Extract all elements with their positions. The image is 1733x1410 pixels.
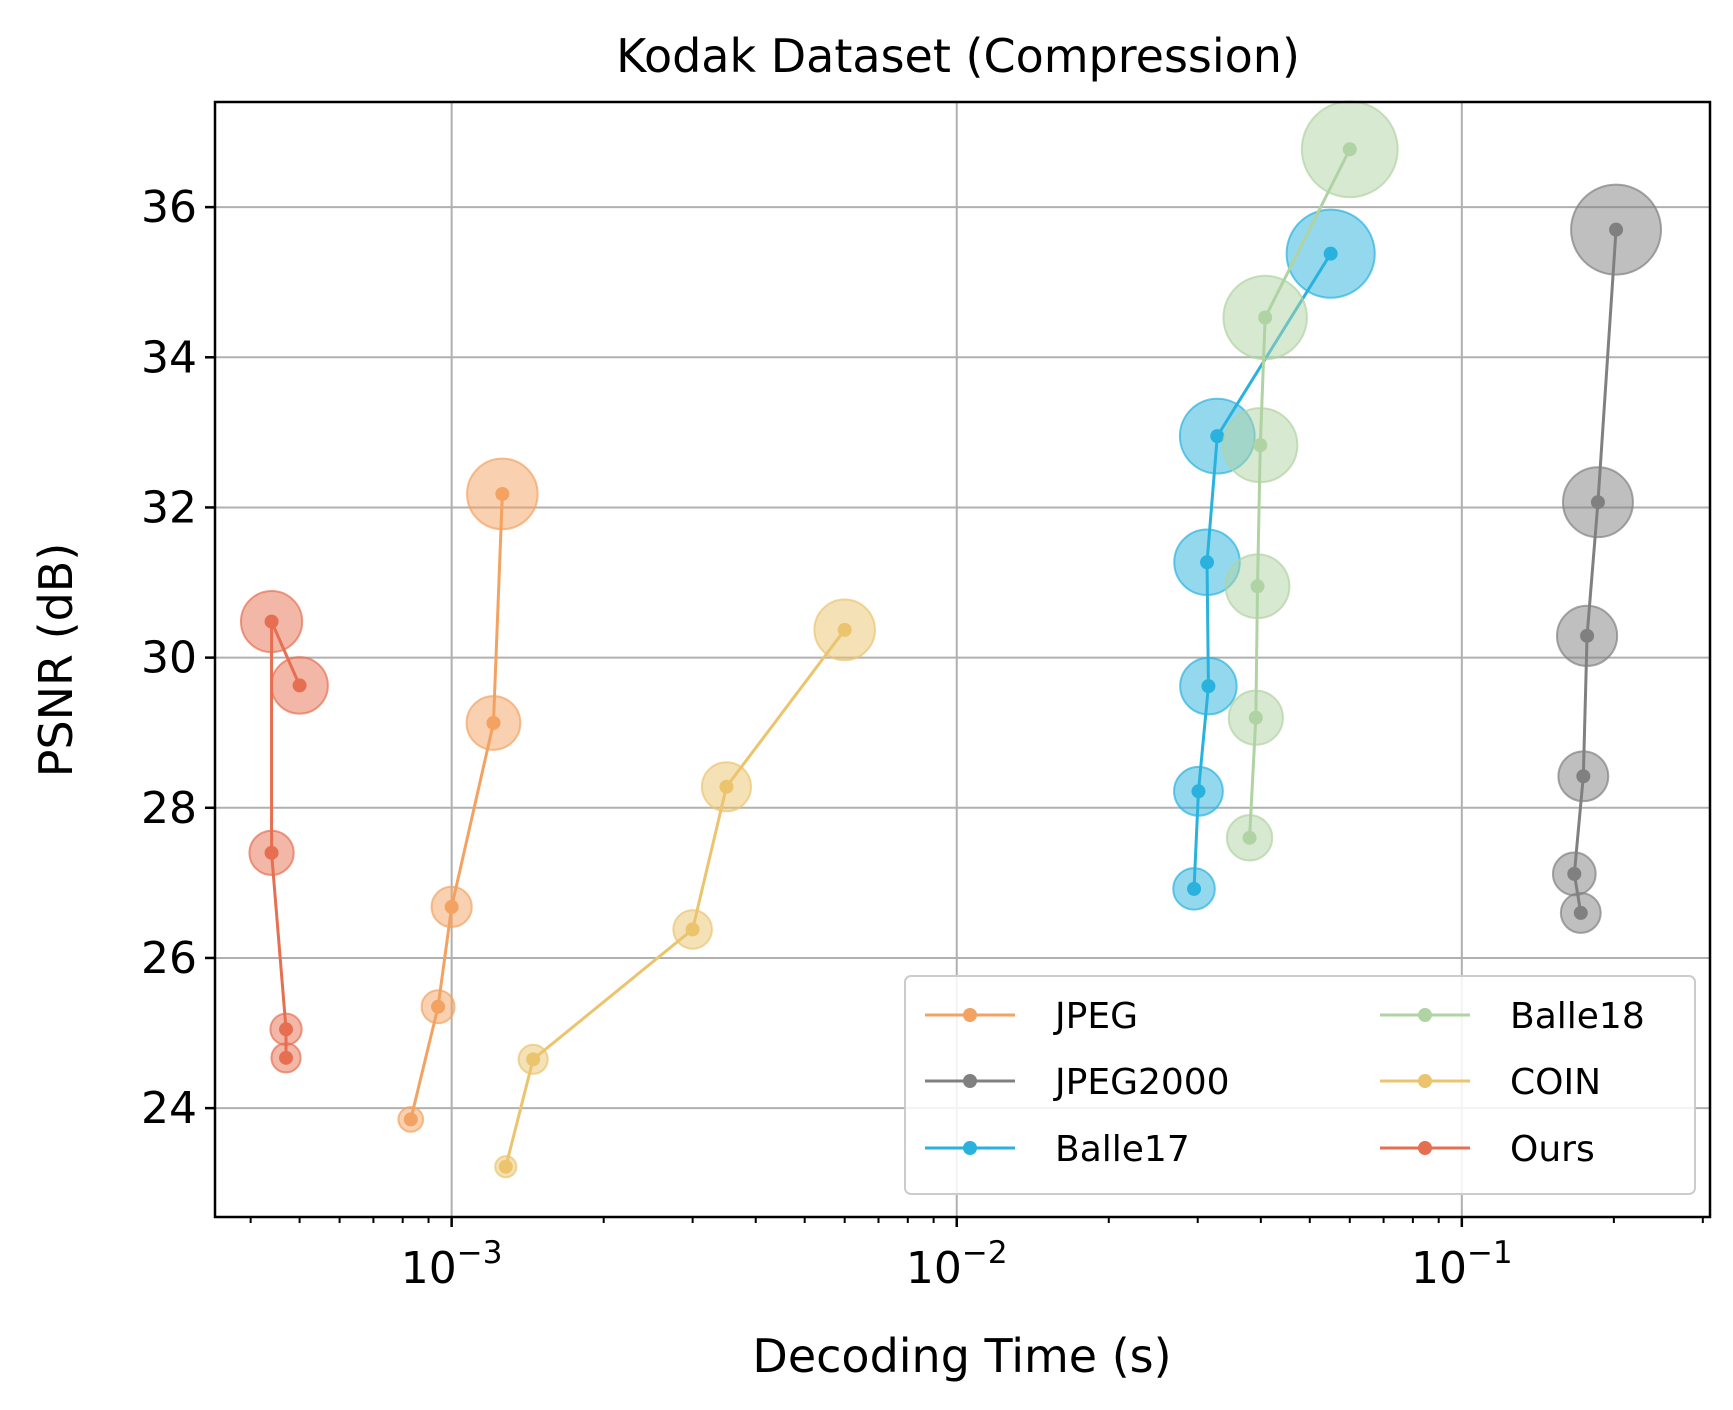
legend-marker — [963, 1074, 977, 1088]
legend-item-balle17: Balle17 — [925, 1129, 1190, 1170]
chart-title: Kodak Dataset (Compression) — [616, 29, 1300, 83]
legend-label: JPEG — [1053, 996, 1138, 1037]
series-line — [1192, 252, 1332, 889]
data-point — [1187, 881, 1202, 896]
y-tick-label: 36 — [141, 182, 197, 233]
data-point — [292, 678, 307, 693]
series-ours — [239, 589, 329, 1074]
data-point — [1567, 866, 1582, 881]
legend-marker — [1418, 1008, 1432, 1022]
series-line — [1248, 148, 1352, 838]
y-tick-label: 26 — [141, 933, 197, 984]
data-point — [685, 922, 700, 937]
legend-label: Ours — [1510, 1129, 1595, 1170]
data-point — [1253, 438, 1268, 453]
series-balle18 — [1222, 100, 1399, 862]
y-tick-label: 28 — [141, 783, 197, 834]
data-point — [486, 715, 501, 730]
y-tick-label: 32 — [141, 482, 197, 533]
data-point — [526, 1052, 541, 1067]
y-tick-label: 34 — [141, 332, 197, 383]
data-point — [1609, 222, 1624, 237]
series-jpeg2000 — [1551, 183, 1663, 934]
data-point — [1248, 710, 1263, 725]
data-point — [444, 899, 459, 914]
data-point — [1201, 679, 1216, 694]
data-point — [1258, 310, 1273, 325]
x-axis-title: Decoding Time (s) — [752, 1329, 1171, 1383]
data-point — [1323, 246, 1338, 261]
y-tick-label: 30 — [141, 633, 197, 684]
legend-marker — [963, 1141, 977, 1155]
data-point — [1573, 905, 1588, 920]
data-point — [1576, 769, 1591, 784]
series-line — [1572, 229, 1618, 914]
series-line — [504, 628, 846, 1168]
data-point — [1210, 429, 1225, 444]
legend-label: COIN — [1510, 1062, 1601, 1103]
x-tick-label: 10−1 — [1411, 1235, 1513, 1294]
series-jpeg — [397, 457, 539, 1133]
legend-marker — [963, 1008, 977, 1022]
data-point — [1250, 579, 1265, 594]
legend-item-balle18: Balle18 — [1380, 996, 1645, 1037]
data-point — [1342, 142, 1357, 157]
data-point — [1200, 555, 1215, 570]
y-tick-label: 24 — [141, 1083, 197, 1134]
data-point — [431, 999, 446, 1014]
series-line — [409, 493, 504, 1120]
legend: JPEG JPEG2000 Balle17 Balle18 COIN Ours — [904, 975, 1696, 1195]
data-point — [1191, 784, 1206, 799]
data-point — [1580, 628, 1595, 643]
data-point — [495, 486, 510, 501]
data-point — [279, 1022, 294, 1037]
legend-marker — [1418, 1141, 1432, 1155]
series-layer — [239, 100, 1663, 1179]
legend-item-jpeg2000: JPEG2000 — [925, 1062, 1230, 1103]
legend-label: Balle18 — [1510, 996, 1645, 1037]
data-point — [1590, 495, 1605, 510]
legend-item-jpeg: JPEG — [925, 996, 1138, 1037]
legend-marker — [1418, 1074, 1432, 1088]
data-point — [1242, 830, 1257, 845]
legend-label: Balle17 — [1055, 1129, 1190, 1170]
data-point — [264, 614, 279, 629]
legend-label: JPEG2000 — [1053, 1062, 1230, 1103]
data-point — [498, 1159, 513, 1174]
legend-frame — [904, 975, 1696, 1195]
x-tick-label: 10−2 — [906, 1235, 1008, 1294]
data-point — [837, 622, 852, 637]
series-coin — [494, 598, 876, 1179]
legend-item-coin: COIN — [1380, 1062, 1601, 1103]
data-point — [279, 1050, 294, 1065]
legend-item-ours: Ours — [1380, 1129, 1595, 1170]
x-tick-label: 10−3 — [401, 1235, 503, 1294]
data-point — [264, 845, 279, 860]
y-axis-title: PSNR (dB) — [29, 543, 83, 778]
plot-frame — [213, 100, 1712, 1219]
data-point — [719, 779, 734, 794]
data-point — [403, 1112, 418, 1127]
ticks: 24 26 28 30 32 34 36 10−3 10−2 10−1 — [141, 182, 1704, 1294]
